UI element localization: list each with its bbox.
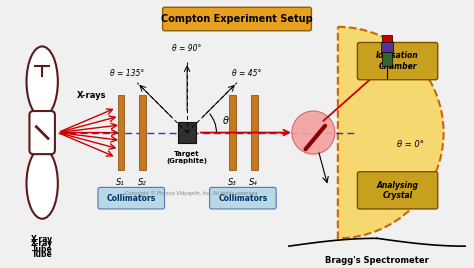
Bar [229, 95, 236, 170]
Ellipse shape [27, 148, 58, 219]
Text: S₂: S₂ [137, 178, 146, 187]
Ellipse shape [27, 46, 58, 117]
Text: Ionisation
Chamber: Ionisation Chamber [376, 51, 419, 71]
Text: θ: θ [223, 116, 229, 126]
Wedge shape [338, 27, 444, 238]
Text: Collimators: Collimators [218, 194, 267, 203]
Bar [139, 95, 146, 170]
Text: θ = 135°: θ = 135° [110, 69, 145, 77]
FancyBboxPatch shape [357, 172, 438, 209]
FancyBboxPatch shape [357, 43, 438, 80]
FancyBboxPatch shape [163, 7, 311, 31]
Text: Copyright © Physics Vidyapith, Inc. All rights reserved: Copyright © Physics Vidyapith, Inc. All … [125, 191, 257, 196]
Bar [32, 117, 52, 148]
Text: θ = 90°: θ = 90° [173, 44, 202, 53]
Bar [118, 95, 124, 170]
Text: Bragg's Spectrometer: Bragg's Spectrometer [325, 256, 429, 265]
Bar [382, 35, 392, 43]
FancyBboxPatch shape [210, 187, 276, 209]
Text: Target
(Graphite): Target (Graphite) [166, 151, 208, 164]
Bar [382, 52, 392, 66]
FancyBboxPatch shape [29, 111, 55, 154]
Text: Analysing
Crystal: Analysing Crystal [376, 181, 419, 200]
Text: S₄: S₄ [249, 178, 258, 187]
Text: X-rays: X-rays [76, 91, 106, 100]
Text: Compton Experiment Setup: Compton Experiment Setup [161, 14, 313, 24]
Text: θ = 0°: θ = 0° [397, 140, 424, 149]
Text: S₁: S₁ [116, 178, 125, 187]
Text: θ = 45°: θ = 45° [232, 69, 261, 77]
FancyBboxPatch shape [98, 187, 164, 209]
Text: X-ray
Tube: X-ray Tube [31, 234, 53, 254]
Text: X-ray
Tube: X-ray Tube [31, 240, 53, 259]
Text: Collimators: Collimators [107, 194, 156, 203]
Bar [381, 42, 392, 53]
Bar [178, 122, 196, 143]
Ellipse shape [292, 111, 335, 154]
Bar [251, 95, 257, 170]
Text: S₃: S₃ [228, 178, 237, 187]
